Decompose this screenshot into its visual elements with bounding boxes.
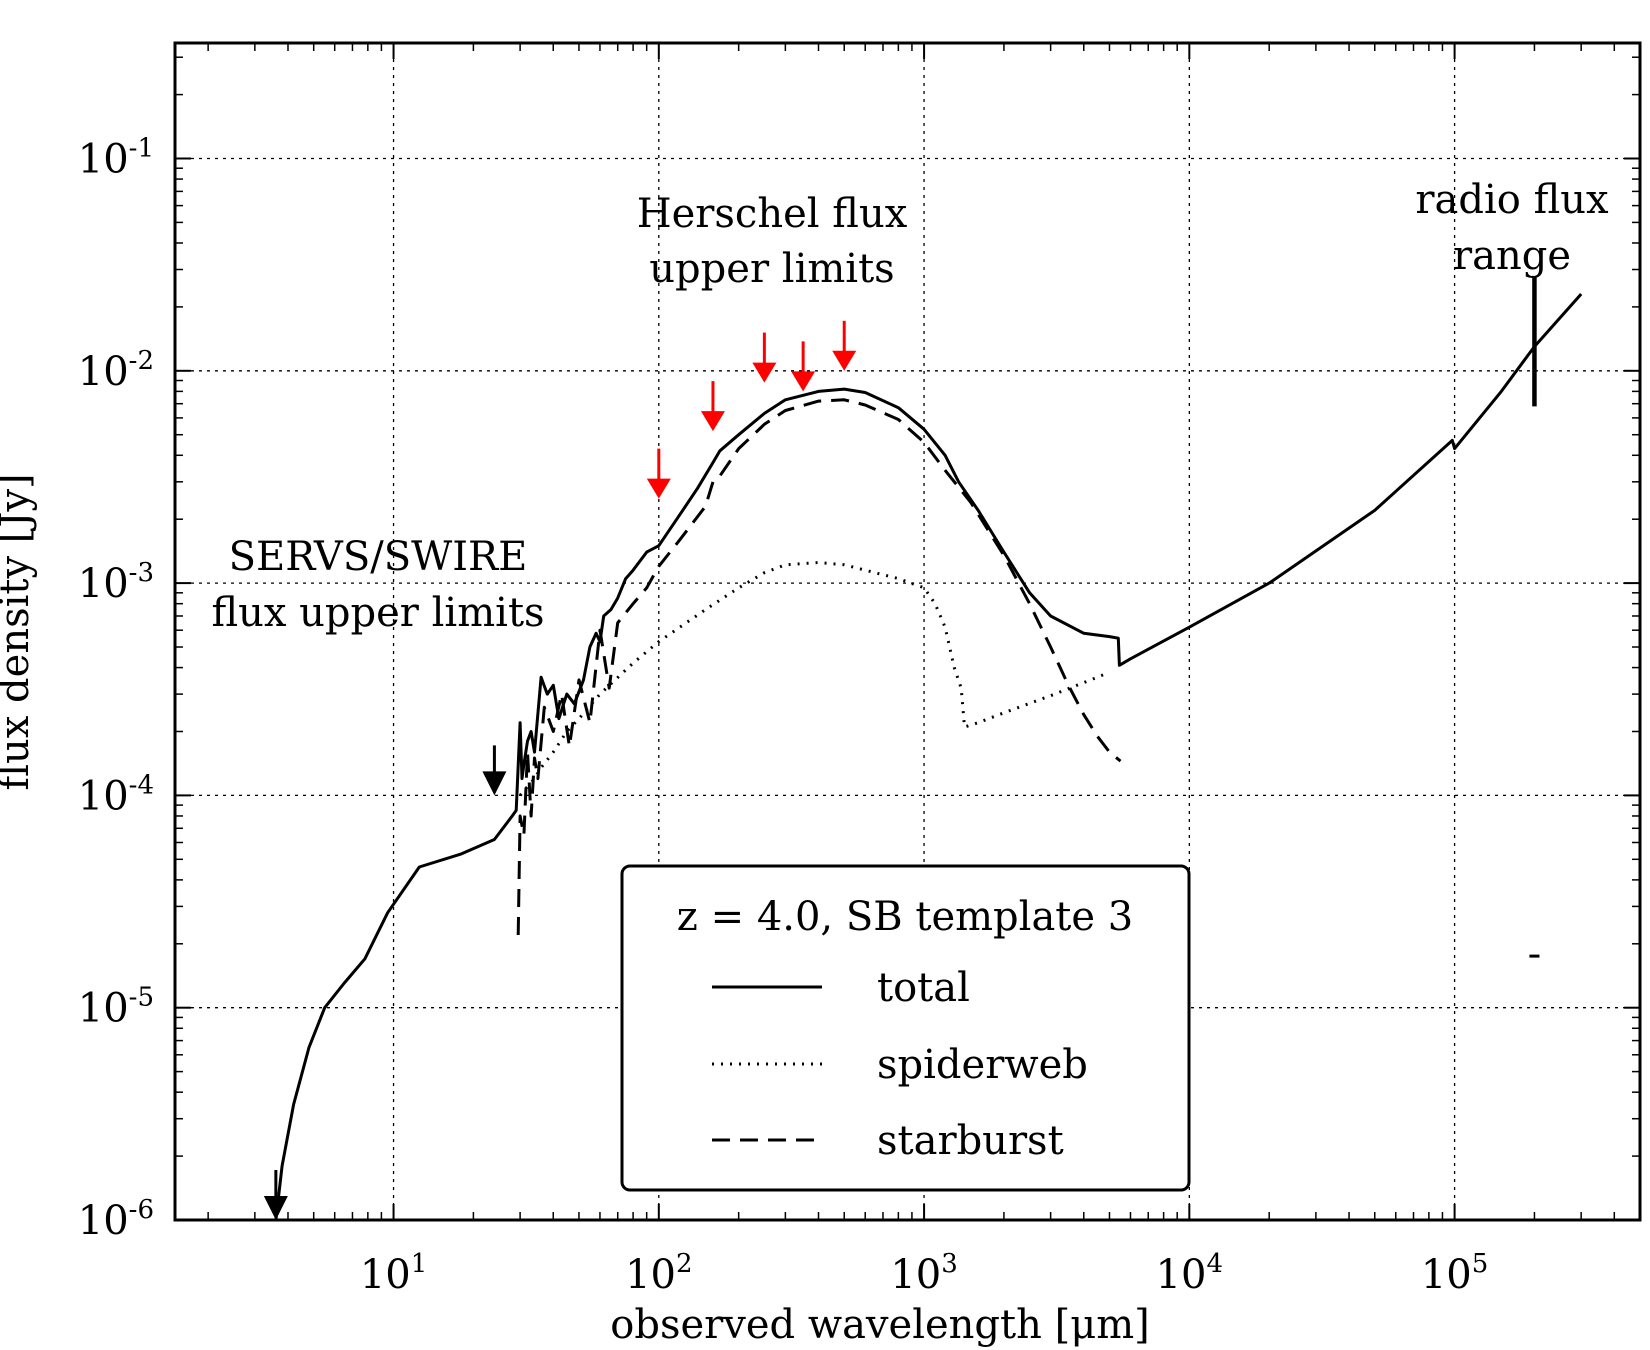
y-tick-label-5: 10-1 [78, 134, 154, 183]
servs-annotation-line2: flux upper limits [211, 590, 544, 636]
axis-ticks [175, 43, 1640, 1221]
servs-annotation-line1: SERVS/SWIRE [229, 534, 528, 580]
herschel-annotation-line1: Herschel flux [637, 191, 908, 237]
plot-frame [173, 41, 1642, 1222]
x-tick-label-3: 104 [1156, 1249, 1223, 1298]
upper-limit-head-5 [791, 371, 816, 392]
legend-label-starburst: starburst [877, 1118, 1064, 1164]
series-line-starburst [516, 398, 1122, 936]
x-tick-label-4: 105 [1421, 1249, 1488, 1298]
herschel-annotation-line2: upper limits [649, 246, 894, 292]
radio-annotation-line1: radio flux [1415, 177, 1609, 223]
series-line-total [274, 293, 1583, 1221]
upper-limit-head-1 [482, 771, 507, 796]
radio-annotation-line2: range [1453, 233, 1571, 279]
x-tick-label-1: 102 [625, 1249, 692, 1298]
upper-limit-head-6 [832, 350, 857, 371]
upper-limit-head-0 [263, 1196, 288, 1220]
legend-label-spiderweb: spiderweb [877, 1042, 1088, 1088]
marker-layer [263, 275, 1540, 1220]
series-line-spiderweb [518, 561, 1111, 797]
upper-limit-arrow-2 [646, 448, 671, 499]
y-tick-label-0: 10-6 [78, 1195, 154, 1244]
upper-limit-head-2 [646, 478, 671, 499]
y-tick-label-4: 10-2 [78, 346, 154, 395]
upper-limit-head-4 [752, 362, 777, 383]
legend-box [620, 864, 1191, 1192]
upper-limit-arrow-6 [832, 320, 857, 371]
series-layer [274, 293, 1583, 1221]
upper-limit-arrow-0 [263, 1170, 288, 1220]
legend-title: z = 4.0, SB template 3 [677, 894, 1133, 940]
upper-limit-arrow-1 [482, 745, 507, 796]
x-tick-label-2: 103 [890, 1249, 957, 1298]
upper-limit-arrow-5 [791, 341, 816, 392]
legend: z = 4.0, SB template 3 total spiderweb s… [620, 864, 1191, 1192]
upper-limit-head-3 [700, 411, 725, 432]
upper-limit-arrow-4 [752, 332, 777, 383]
y-axis-label: flux density [Jy] [0, 473, 38, 790]
legend-label-total: total [877, 965, 970, 1011]
x-tick-label-0: 101 [360, 1249, 427, 1298]
x-axis-label: observed wavelength [μm] [610, 1302, 1149, 1348]
y-tick-label-2: 10-4 [78, 770, 154, 819]
y-tick-label-3: 10-3 [78, 558, 154, 607]
y-tick-label-1: 10-5 [78, 983, 154, 1032]
upper-limit-arrow-3 [700, 381, 725, 432]
